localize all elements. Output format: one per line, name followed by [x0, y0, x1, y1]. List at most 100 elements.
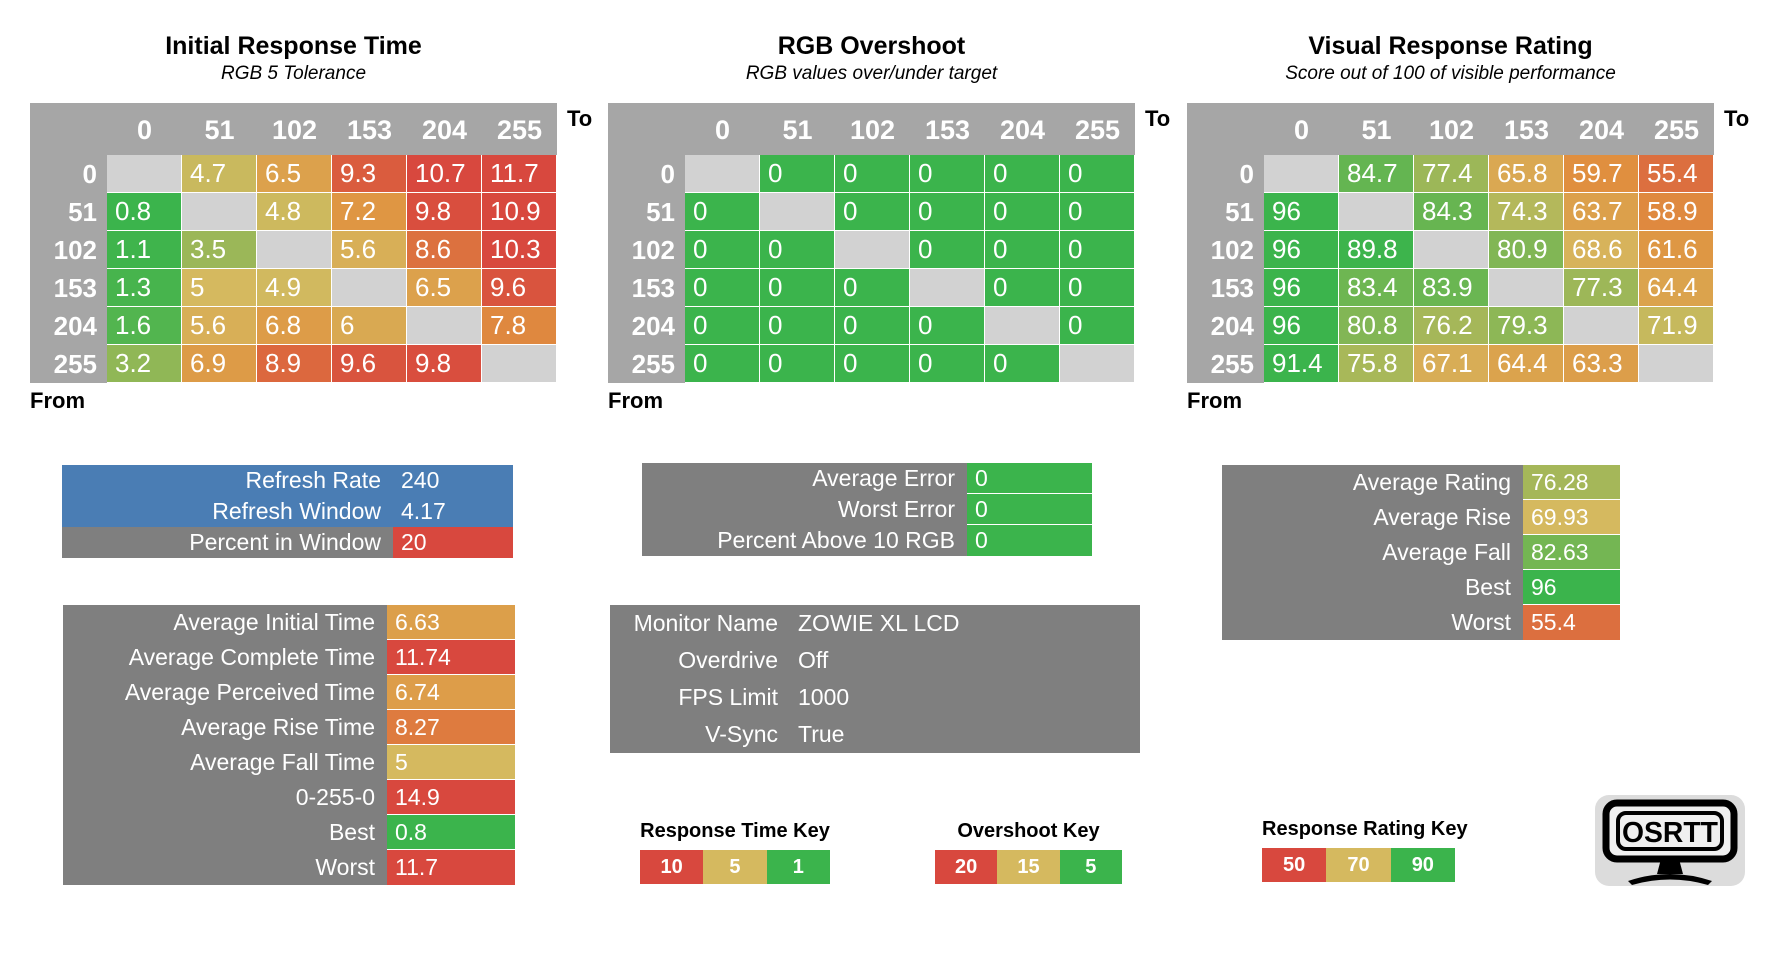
heatmap-cell: 64.4	[1489, 345, 1564, 383]
stat-row: Monitor Name ZOWIE XL LCD	[610, 605, 1140, 642]
heatmap-cell: 0	[760, 307, 835, 345]
column-header: 51	[182, 103, 257, 155]
key-swatch: 15	[997, 850, 1060, 884]
stat-row: Average Rating 76.28	[1222, 465, 1620, 500]
stat-value: Off	[790, 642, 1140, 679]
heatmap-cell: 0	[835, 345, 910, 383]
key-swatch: 5	[703, 850, 767, 884]
chart-title: Initial Response Time	[165, 32, 422, 60]
logo-monitor-base	[1628, 874, 1712, 885]
refresh-stats-block: Refresh Rate 240 Refresh Window 4.17 Percent…	[62, 465, 513, 558]
stat-row: Worst 55.4	[1222, 605, 1620, 640]
heatmap-cell: 10.7	[407, 155, 482, 193]
stat-row: Best 96	[1222, 570, 1620, 605]
stat-row: Average Rise Time 8.27	[63, 710, 515, 745]
heatmap-cell: 1.3	[107, 269, 182, 307]
response-time-key: Response Time Key 10 5 1	[640, 820, 830, 884]
stat-row: Worst Error 0	[642, 494, 1092, 525]
stat-label: Average Rating	[1222, 465, 1523, 500]
stat-value: 20	[393, 527, 513, 558]
heatmap-cell: 8.6	[407, 231, 482, 269]
heatmap-cell-empty	[760, 193, 835, 231]
heatmap-cell: 79.3	[1489, 307, 1564, 345]
logo-text-frame	[1616, 811, 1724, 851]
axis-label-from: From	[30, 388, 85, 413]
row-header: 102	[608, 231, 685, 269]
response-rating-key: Response Rating Key 50 70 90	[1262, 818, 1468, 882]
heatmap-cell-empty	[1060, 345, 1135, 383]
stat-value: 82.63	[1523, 535, 1620, 570]
heatmap-cell: 0	[910, 307, 985, 345]
row-header: 102	[1187, 231, 1264, 269]
stat-value: 0	[967, 494, 1092, 525]
heatmap-cell: 77.3	[1564, 269, 1639, 307]
chart-visual-response-rating: Visual Response Rating Score out of 100 …	[1187, 0, 1784, 430]
stat-row: Average Error 0	[642, 463, 1092, 494]
heatmap-cell: 6.5	[407, 269, 482, 307]
stat-row: Percent Above 10 RGB 0	[642, 525, 1092, 556]
heatmap-cell: 0	[760, 231, 835, 269]
axis-label-from: From	[1187, 388, 1242, 413]
heatmap-cell: 84.3	[1414, 193, 1489, 231]
axis-label-from: From	[608, 388, 663, 413]
heatmap-cell-empty	[985, 307, 1060, 345]
logo-monitor-icon: OSRTT	[1602, 799, 1738, 885]
rating-stats-block: Average Rating 76.28 Average Rise 69.93 Aver…	[1222, 465, 1620, 640]
heatmap-cell-empty	[107, 155, 182, 193]
row-header: 51	[1187, 193, 1264, 231]
key-swatch: 5	[1059, 850, 1122, 884]
heatmap-cell-empty	[182, 193, 257, 231]
heatmap-cell-empty	[1339, 193, 1414, 231]
row-header: 153	[30, 269, 107, 307]
row-header: 102	[30, 231, 107, 269]
heatmap-cell: 9.6	[332, 345, 407, 383]
heatmap-cell-empty	[482, 345, 557, 383]
stat-row: V-Sync True	[610, 716, 1140, 753]
key-swatch: 20	[935, 850, 998, 884]
heatmap-cell-empty	[835, 231, 910, 269]
heatmap-cell: 96	[1264, 269, 1339, 307]
stat-label: Percent Above 10 RGB	[642, 525, 967, 556]
column-header: 153	[1489, 103, 1564, 155]
chart-title: Visual Response Rating	[1308, 32, 1593, 60]
column-header: 204	[1564, 103, 1639, 155]
heatmap-cell: 74.3	[1489, 193, 1564, 231]
row-header: 0	[1187, 155, 1264, 193]
heatmap-cell: 76.2	[1414, 307, 1489, 345]
heatmap-cell: 6	[332, 307, 407, 345]
stat-label: Best	[63, 815, 387, 850]
stat-row: 0-255-0 14.9	[63, 780, 515, 815]
heatmap-cell-empty	[1564, 307, 1639, 345]
stat-value: 96	[1523, 570, 1620, 605]
heatmap-cell-empty	[1639, 345, 1714, 383]
stat-row: Refresh Rate 240	[62, 465, 513, 496]
heatmap-cell: 96	[1264, 193, 1339, 231]
stat-value: 4.17	[393, 496, 513, 527]
heatmap-cell: 10.9	[482, 193, 557, 231]
stat-row: Average Complete Time 11.74	[63, 640, 515, 675]
stat-label: Average Error	[642, 463, 967, 494]
column-header: 255	[1060, 103, 1135, 155]
key-bar: 20 15 5	[935, 850, 1122, 884]
stat-label: FPS Limit	[610, 679, 790, 716]
key-title: Response Rating Key	[1262, 818, 1468, 840]
heatmap-cell: 63.3	[1564, 345, 1639, 383]
heatmap-cell: 55.4	[1639, 155, 1714, 193]
heatmap-cell: 6.5	[257, 155, 332, 193]
chart-subtitle: Score out of 100 of visible performance	[1285, 63, 1616, 84]
osrtt-logo: OSRTT	[1595, 795, 1745, 886]
overshoot-stats-block: Average Error 0 Worst Error 0 Percent Above …	[642, 463, 1092, 556]
heatmap-cell-empty	[910, 269, 985, 307]
stat-value: 55.4	[1523, 605, 1620, 640]
key-bar: 10 5 1	[640, 850, 830, 884]
stat-label: V-Sync	[610, 716, 790, 753]
heatmap-cell: 91.4	[1264, 345, 1339, 383]
stat-value: 11.74	[387, 640, 515, 675]
stat-row: Average Fall 82.63	[1222, 535, 1620, 570]
heatmap-cell: 3.2	[107, 345, 182, 383]
row-header: 153	[1187, 269, 1264, 307]
stat-label: Worst	[63, 850, 387, 885]
heatmap-grid: 0 51 102 153 204 255 0 0 0 0 0 0 51 0 0 0 0 0 102 0 0 0 0 0 153 0…	[608, 103, 1135, 383]
stat-row: Worst 11.7	[63, 850, 515, 885]
heatmap-cell: 80.8	[1339, 307, 1414, 345]
